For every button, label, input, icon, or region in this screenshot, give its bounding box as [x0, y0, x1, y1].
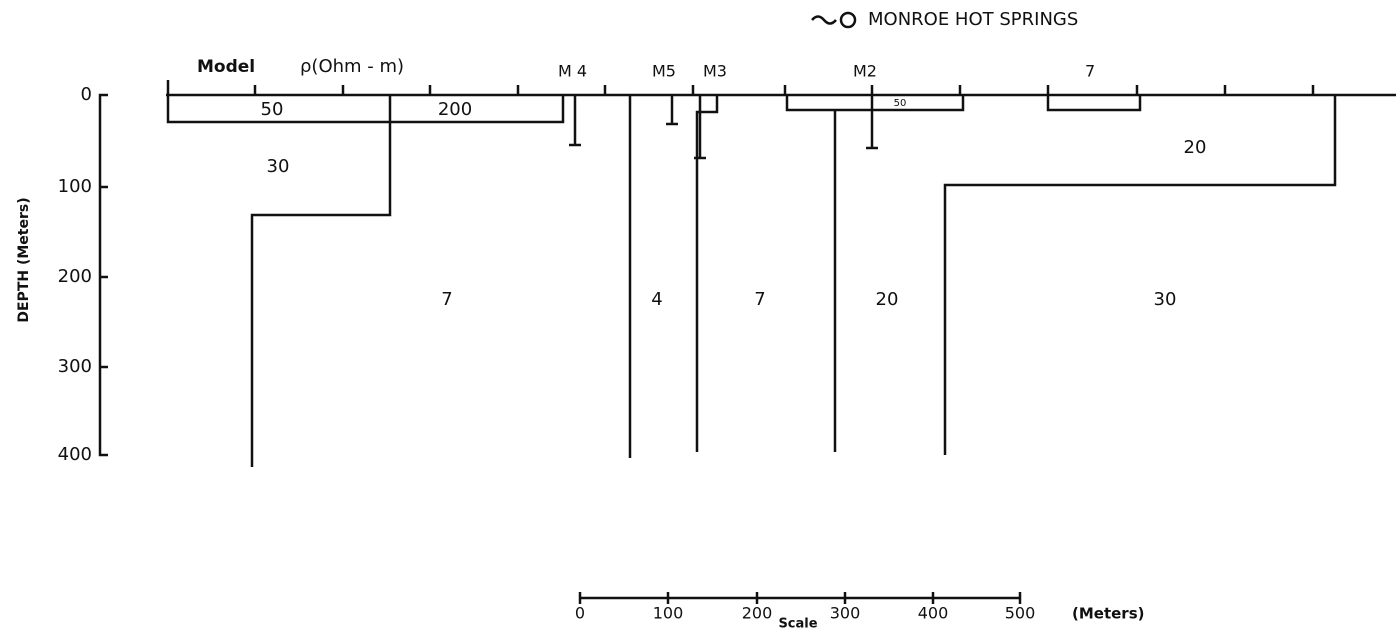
region-value: 7	[754, 289, 765, 310]
depth-axis	[98, 93, 108, 457]
region-value: 200	[438, 99, 472, 120]
rho-label: ρ(Ohm - m)	[300, 56, 404, 77]
title: MONROE HOT SPRINGS	[868, 9, 1078, 30]
scale-tick-label: 300	[830, 604, 861, 623]
depth-tick-label: 100	[58, 176, 92, 197]
region-value: 50	[261, 99, 284, 120]
station-label: M5	[652, 62, 676, 81]
scale-unit: (Meters)	[1072, 605, 1144, 623]
region-value: 4	[651, 289, 662, 310]
region-value: 30	[1154, 289, 1177, 310]
spring-symbol	[839, 11, 857, 29]
region-value: 7	[441, 289, 452, 310]
depth-tick-label: 0	[81, 84, 92, 105]
surface-line	[166, 80, 1396, 97]
station-label: M3	[703, 62, 727, 81]
model-boundaries	[166, 95, 1337, 467]
depth-tick-label: 300	[58, 356, 92, 377]
station-label: 7	[1085, 62, 1095, 81]
scale-tick-label: 0	[575, 604, 585, 623]
region-value: 20	[1184, 137, 1207, 158]
depth-tick-label: 400	[58, 444, 92, 465]
scale-tick-label: 200	[742, 604, 773, 623]
scale-bar	[578, 592, 1022, 604]
region-value: 50	[894, 98, 907, 109]
depth-axis-label: DEPTH (Meters)	[16, 197, 32, 322]
scale-tick-label: 100	[653, 604, 684, 623]
station-label: M 4	[558, 62, 587, 81]
model-label: Model	[197, 57, 255, 77]
scale-tick-label: 500	[1005, 604, 1036, 623]
depth-tick-label: 200	[58, 266, 92, 287]
region-value: 20	[876, 289, 899, 310]
spring-symbol	[811, 15, 837, 25]
station-label: M2	[853, 62, 877, 81]
scale-label: Scale	[778, 617, 817, 630]
scale-tick-label: 400	[918, 604, 949, 623]
region-value: 30	[267, 156, 290, 177]
